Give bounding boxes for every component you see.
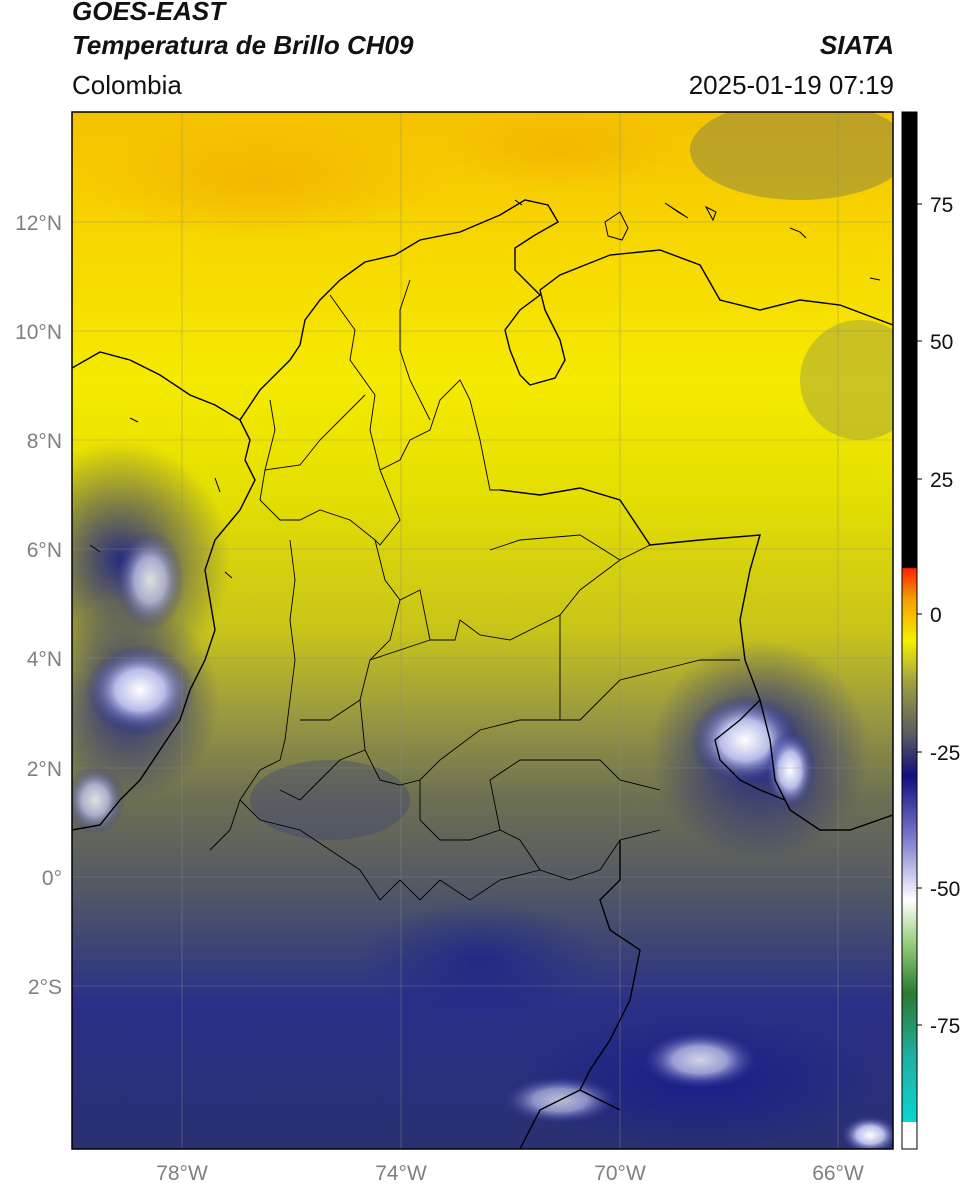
colorbar-tick: -75 [930, 1015, 960, 1038]
lon-label: 66°W [812, 1162, 864, 1185]
satellite-title: GOES-EAST [72, 0, 226, 26]
region-label: Colombia [72, 70, 182, 100]
lon-label: 70°W [594, 1162, 646, 1185]
lat-label: 10°N [15, 321, 62, 344]
colorbar-tick: 75 [930, 194, 953, 217]
map-frame [71, 111, 894, 1150]
colorbar-tick: -25 [930, 742, 960, 765]
lon-label: 74°W [375, 1162, 427, 1185]
longitude-labels: 78°W 74°W 70°W 66°W [156, 1162, 864, 1185]
lat-label: 2°N [27, 758, 62, 781]
colorbar-gradient [902, 112, 917, 1149]
colorbar-lower-segment [902, 1122, 917, 1149]
coastlines-and-borders [72, 199, 893, 1149]
colorbar-frame [901, 111, 918, 1150]
departments [209, 279, 740, 901]
colorbar-tick: 25 [930, 469, 953, 492]
lat-label: 4°N [27, 648, 62, 671]
islands [89, 199, 881, 579]
agency-label: SIATA [819, 30, 894, 60]
lat-label: 2°S [28, 976, 62, 999]
lat-label: 0° [42, 867, 62, 890]
lon-label: 78°W [156, 1162, 208, 1185]
colorbar-tick: -50 [930, 878, 960, 901]
lat-label: 8°N [27, 430, 62, 453]
colorbar-tick: 50 [930, 331, 953, 354]
colombia-outline [72, 199, 893, 1149]
brightness-temperature-field [72, 112, 893, 1149]
latitude-labels: 12°N 10°N 8°N 6°N 4°N 2°N 0° 2°S [15, 212, 62, 999]
colorbar: 75 50 25 0 -25 -50 -75 [901, 111, 960, 1150]
lat-label: 12°N [15, 212, 62, 235]
timestamp-label: 2025-01-19 07:19 [688, 70, 894, 100]
product-title: Temperatura de Brillo CH09 [72, 30, 414, 60]
lat-label: 6°N [27, 539, 62, 562]
graticule [72, 112, 893, 1149]
colorbar-tick: 0 [930, 604, 942, 627]
